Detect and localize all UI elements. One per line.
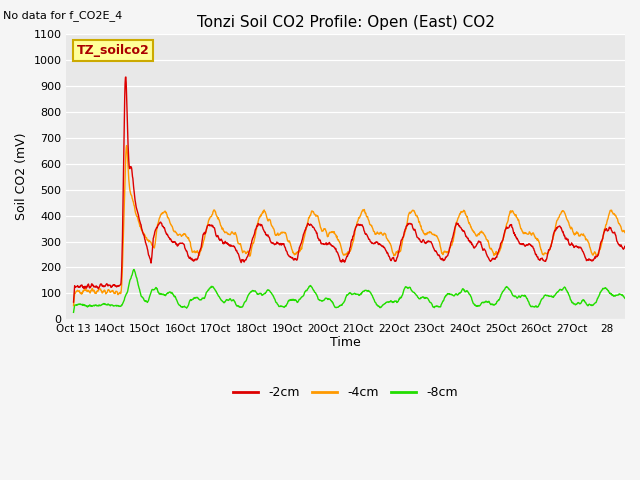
Title: Tonzi Soil CO2 Profile: Open (East) CO2: Tonzi Soil CO2 Profile: Open (East) CO2 — [196, 15, 495, 30]
Y-axis label: Soil CO2 (mV): Soil CO2 (mV) — [15, 133, 28, 220]
X-axis label: Time: Time — [330, 336, 361, 348]
Legend: -2cm, -4cm, -8cm: -2cm, -4cm, -8cm — [228, 382, 463, 405]
Text: TZ_soilco2: TZ_soilco2 — [76, 44, 149, 57]
Text: No data for f_CO2E_4: No data for f_CO2E_4 — [3, 11, 122, 22]
